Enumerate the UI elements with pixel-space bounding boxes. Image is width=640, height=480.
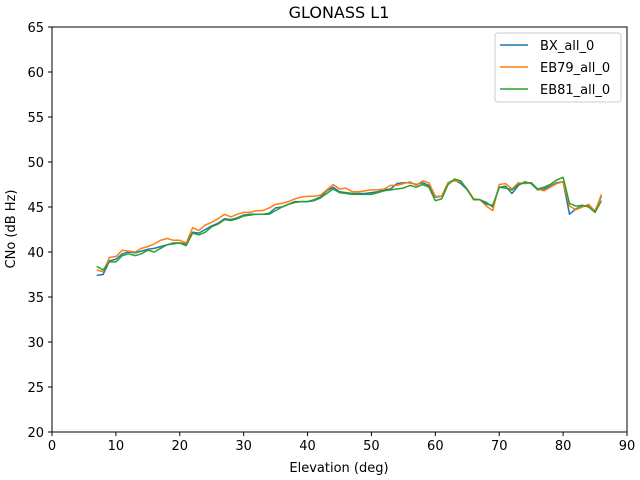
x-tick-label: 20 xyxy=(172,439,189,454)
y-tick-label: 20 xyxy=(27,426,44,441)
plot-area-frame xyxy=(51,26,628,433)
x-tick-label: 40 xyxy=(299,439,316,454)
y-tick-label: 45 xyxy=(27,201,44,216)
x-tick-label: 50 xyxy=(363,439,380,454)
x-tick-label: 80 xyxy=(555,439,572,454)
y-tick-label: 30 xyxy=(27,336,44,351)
legend-label-eb81-all-0: EB81_all_0 xyxy=(540,83,610,98)
y-axis: 20 25 30 35 40 45 50 55 60 65 xyxy=(27,21,52,441)
y-tick-label: 65 xyxy=(27,21,44,36)
legend-label-eb79-all-0: EB79_all_0 xyxy=(540,61,610,76)
legend-label-bx-all-0: BX_all_0 xyxy=(540,39,594,54)
x-tick-label: 10 xyxy=(108,439,125,454)
x-tick-label: 70 xyxy=(491,439,508,454)
series-line-eb79-all-0 xyxy=(96,180,603,273)
series-layer xyxy=(96,176,603,277)
x-axis-title: Elevation (deg) xyxy=(289,461,388,476)
chart-title: GLONASS L1 xyxy=(289,3,390,22)
x-tick-label: 30 xyxy=(235,439,252,454)
y-tick-label: 60 xyxy=(27,66,44,81)
legend-box xyxy=(494,32,622,103)
y-axis-title: CNo (dB Hz) xyxy=(4,190,19,269)
x-tick-label: 0 xyxy=(48,439,56,454)
x-axis: 0 10 20 30 40 50 60 70 80 90 xyxy=(48,432,635,454)
y-tick-label: 35 xyxy=(27,291,44,306)
y-tick-label: 25 xyxy=(27,381,44,396)
x-tick-label: 60 xyxy=(427,439,444,454)
legend: BX_all_0 EB79_all_0 EB81_all_0 xyxy=(494,32,622,103)
y-tick-label: 50 xyxy=(27,156,44,171)
series-line-eb81-all-0 xyxy=(96,176,603,271)
x-tick-label: 90 xyxy=(619,439,636,454)
y-tick-label: 40 xyxy=(27,246,44,261)
y-tick-label: 55 xyxy=(27,111,44,126)
